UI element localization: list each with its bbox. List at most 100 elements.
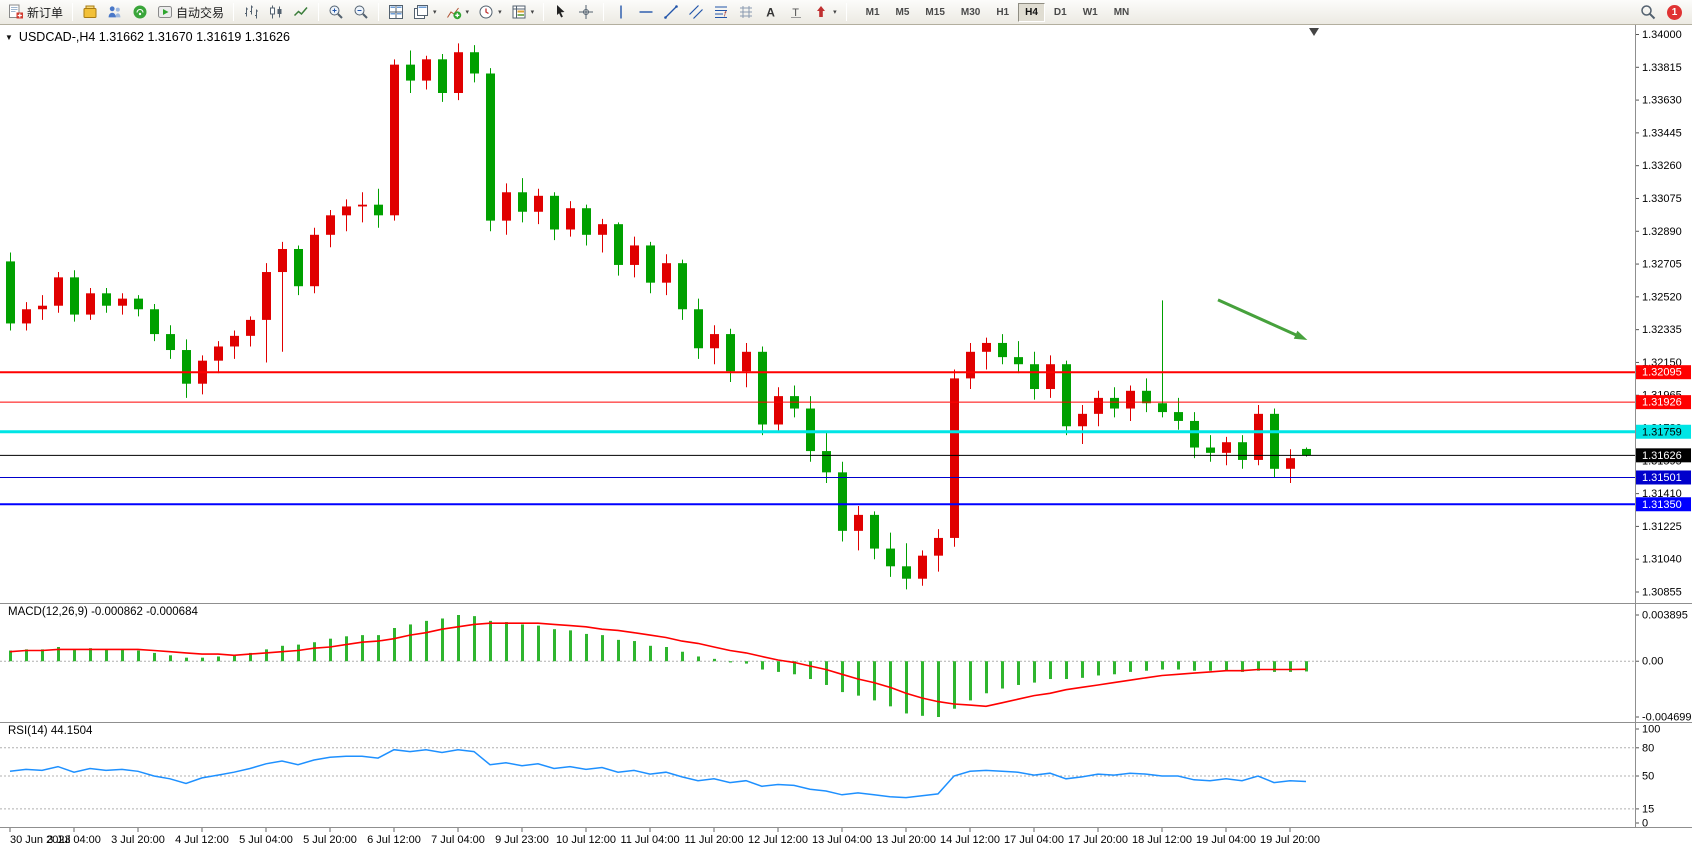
timeframe-button-d1[interactable]: D1 <box>1053 6 1067 18</box>
autotrade-button[interactable]: 自动交易 <box>153 2 228 23</box>
zoom-out-button[interactable] <box>349 2 373 23</box>
tile-windows-button[interactable] <box>384 2 408 23</box>
templates-icon <box>512 5 526 19</box>
candle-body <box>934 537 943 556</box>
candlestick-button[interactable] <box>264 2 288 23</box>
candle <box>774 387 783 432</box>
new-order-label: 新订单 <box>27 5 64 20</box>
candle <box>630 236 639 278</box>
price-scale-label: 1.34000 <box>1642 29 1682 41</box>
label-tool-button[interactable]: T <box>784 2 808 23</box>
candle <box>582 204 591 246</box>
price-line-badge-bg <box>1636 365 1691 380</box>
candle-body <box>1270 413 1279 469</box>
candle <box>486 68 495 232</box>
candle-body <box>118 298 127 306</box>
indicators-button[interactable]: ▾ <box>442 2 474 23</box>
fibonacci-button[interactable]: f <box>709 2 733 23</box>
signals-button[interactable] <box>128 2 152 23</box>
market-watch-button[interactable] <box>103 2 127 23</box>
timeframe-button-w1[interactable]: W1 <box>1082 6 1098 18</box>
candle-body <box>726 334 735 372</box>
line-chart-button[interactable] <box>289 2 313 23</box>
time-axis-label: 19 Jul 20:00 <box>1260 834 1320 846</box>
templates-button[interactable]: ▾ <box>507 2 539 23</box>
one-click-trading-toggle[interactable]: ▼ <box>5 32 13 42</box>
candle-body <box>1190 420 1199 448</box>
price-scale-label: 1.33260 <box>1642 160 1682 172</box>
time-axis-label: 19 Jul 04:00 <box>1196 834 1256 846</box>
macd-signal-line <box>9 622 1307 708</box>
signals-icon <box>133 5 147 19</box>
text-tool-button[interactable]: A <box>759 2 783 23</box>
candle-body <box>342 206 351 216</box>
zoom-in-button[interactable] <box>324 2 348 23</box>
candle-body <box>566 208 575 230</box>
candle-body <box>1254 413 1263 460</box>
candle <box>838 461 847 542</box>
candle-body <box>1302 448 1311 456</box>
bar-chart-button[interactable] <box>239 2 263 23</box>
arrows-tool-button[interactable]: ▾ <box>809 2 841 23</box>
vertical-line-button[interactable] <box>609 2 633 23</box>
time-axis-label: 17 Jul 04:00 <box>1004 834 1064 846</box>
arrow-annotation[interactable] <box>1217 298 1304 340</box>
timeframe-button-m15[interactable]: M15 <box>925 6 945 18</box>
periods-button[interactable]: ▾ <box>474 2 506 23</box>
candle <box>1078 404 1087 444</box>
macd-indicator-label-row: MACD(12,26,9) -0.000862 -0.000684 <box>8 606 198 618</box>
rsi-scale-label: 15 <box>1642 803 1654 815</box>
cascade-windows-button[interactable]: ▾ <box>409 2 441 23</box>
candle <box>454 43 463 101</box>
candle-body <box>166 334 175 351</box>
notification-badge[interactable]: 1 <box>1667 4 1682 20</box>
timeframe-button-m30[interactable]: M30 <box>960 6 981 18</box>
search-button[interactable] <box>1636 2 1660 23</box>
candle <box>918 550 927 586</box>
candle-body <box>662 263 671 283</box>
time-axis-label: 11 Jul 20:00 <box>684 834 743 846</box>
chevron-down-icon: ▾ <box>530 9 535 16</box>
timeframe-button-h4[interactable]: H4 <box>1018 2 1045 22</box>
cursor-button[interactable] <box>549 2 573 23</box>
candle <box>1238 435 1247 469</box>
horizontal-line-button[interactable] <box>634 2 658 23</box>
rsi-indicator-label-row: RSI(14) 44.1504 <box>8 725 92 737</box>
horizontal-line-icon <box>639 11 653 13</box>
candle <box>822 431 831 483</box>
chart-shift-marker[interactable] <box>1309 28 1319 36</box>
candle <box>1222 436 1231 466</box>
new-order-button[interactable]: 新订单 <box>4 2 67 23</box>
candle <box>198 355 207 395</box>
candle <box>790 385 799 418</box>
timeframe-button-m1[interactable]: M1 <box>865 6 880 18</box>
candle <box>38 295 47 320</box>
grid-tool-button[interactable] <box>734 2 758 23</box>
candle <box>998 334 1007 365</box>
chart-window[interactable]: 1.34000 1.33815 1.33630 1.33445 1.33260 1.330… <box>0 25 1692 850</box>
candle <box>54 272 63 313</box>
price-scale-label: 1.33075 <box>1642 193 1682 205</box>
candle-body <box>1222 442 1231 453</box>
candle <box>1126 385 1135 421</box>
symbols-button[interactable] <box>78 2 102 23</box>
timeframe-button-mn[interactable]: MN <box>1113 6 1130 18</box>
timeframe-button-m5[interactable]: M5 <box>895 6 910 18</box>
candle-body <box>1046 364 1055 390</box>
candle-body <box>262 272 271 320</box>
crosshair-button[interactable] <box>574 2 598 23</box>
candle <box>294 245 303 296</box>
candle <box>678 259 687 320</box>
candle <box>550 192 559 241</box>
text-icon: A <box>766 6 775 20</box>
time-axis-label: 30 Jun 2023 <box>10 834 71 846</box>
trendline-button[interactable] <box>659 2 683 23</box>
candle <box>966 342 975 390</box>
timeframe-button-h1[interactable]: H1 <box>996 6 1010 18</box>
price-line-badge-label: 1.32095 <box>1642 367 1682 379</box>
cascade-windows-icon <box>414 5 429 19</box>
channel-button[interactable] <box>684 2 708 23</box>
time-axis-label: 5 Jul 04:00 <box>239 834 293 846</box>
candle-body <box>310 234 319 287</box>
price-scale-label: 1.33445 <box>1642 127 1682 139</box>
